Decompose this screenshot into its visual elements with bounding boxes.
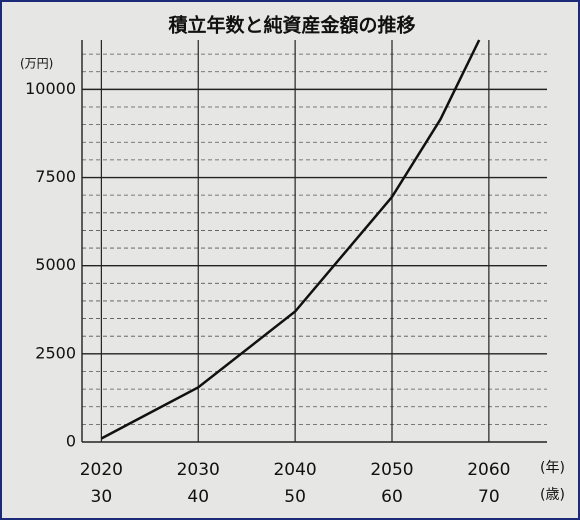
x-tick-label: 2030: [177, 460, 220, 480]
x-tick-label: 2060: [467, 460, 510, 480]
y-tick-label: 5000: [35, 255, 76, 274]
age-label: 70: [478, 487, 500, 507]
age-label: 60: [381, 487, 403, 507]
x-tick-label: 2020: [80, 460, 123, 480]
y-tick-label: 2500: [35, 343, 76, 362]
chart-title: 積立年数と純資産金額の推移: [168, 14, 415, 37]
y-tick-label: 10000: [25, 79, 76, 98]
age-unit: (歳): [540, 487, 565, 503]
y-tick-label: 7500: [35, 167, 76, 186]
x-unit: (年): [540, 460, 565, 476]
y-tick-label: 0: [66, 432, 76, 451]
data-line: [100, 39, 481, 440]
x-tick-label: 2050: [370, 460, 413, 480]
x-tick-label: 2040: [273, 460, 316, 480]
age-label: 30: [91, 487, 113, 507]
y-unit: (万円): [20, 57, 53, 71]
age-label: 40: [187, 487, 209, 507]
age-label: 50: [284, 487, 306, 507]
